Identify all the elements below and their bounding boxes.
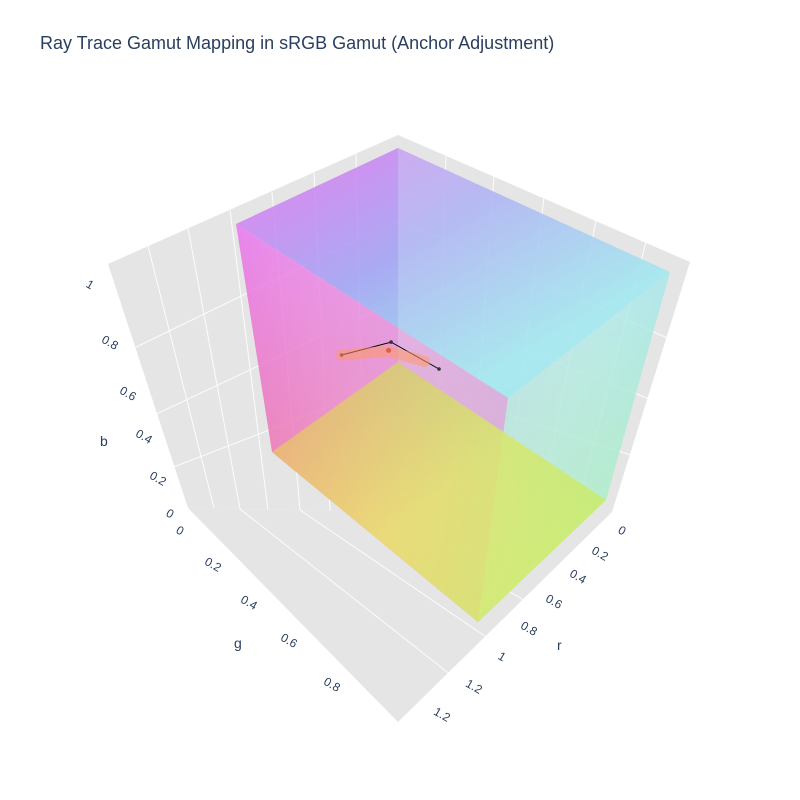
g-tick-label: 0 xyxy=(174,523,187,539)
ray-point-0-1 xyxy=(389,340,393,344)
b-tick-label: 1 xyxy=(84,277,97,293)
g-tick-label: 0.4 xyxy=(238,592,260,613)
g-tick-label: 0.2 xyxy=(202,554,224,575)
cube-face-top xyxy=(236,148,670,398)
r-axis-title: r xyxy=(557,637,562,653)
r-tick-label: 1.2 xyxy=(431,704,453,725)
g-tick-label: 0.8 xyxy=(321,674,343,695)
r-tick-label: 0 xyxy=(616,523,629,539)
b-tick-label: 0.8 xyxy=(99,332,121,353)
b-tick-label: 0.2 xyxy=(147,468,169,489)
data-traces xyxy=(336,340,441,371)
r-tick-label: 0.6 xyxy=(543,591,565,612)
r-tick-label: 0.8 xyxy=(518,618,540,639)
srgb-gamut-cube xyxy=(236,148,670,622)
b-tick-label: 0.4 xyxy=(133,426,155,447)
r-tick-label: 1.2 xyxy=(463,676,485,697)
b-tick-label: 0 xyxy=(164,506,177,522)
r-tick-label: 0.2 xyxy=(589,543,611,564)
cube-face-back-right xyxy=(398,148,670,500)
ray-point-0-2 xyxy=(437,367,441,371)
g-tick-label: 0.6 xyxy=(278,630,300,651)
r-tick-label: 0.4 xyxy=(567,566,589,587)
b-axis-title: b xyxy=(100,433,108,449)
chart-title: Ray Trace Gamut Mapping in sRGB Gamut (A… xyxy=(40,33,555,53)
marker-point-2-0 xyxy=(386,347,392,353)
b-tick-label: 0.6 xyxy=(117,383,139,404)
r-tick-label: 1 xyxy=(496,649,509,665)
g-axis-title: g xyxy=(234,635,242,651)
